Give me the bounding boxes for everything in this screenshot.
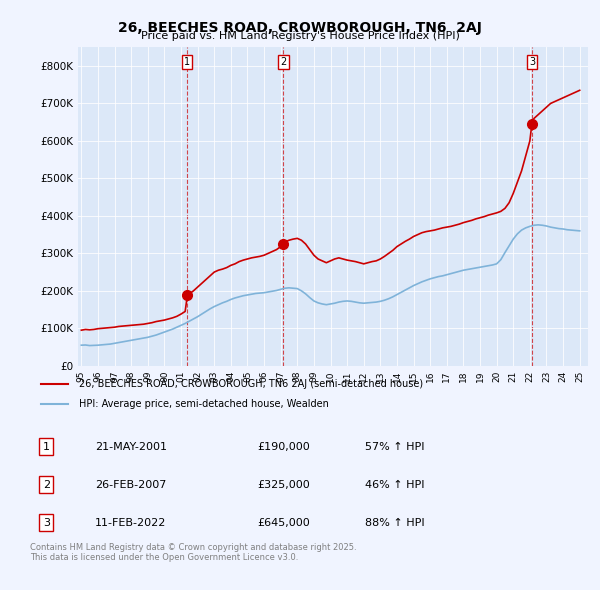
Text: 21-MAY-2001: 21-MAY-2001 <box>95 441 167 451</box>
Text: 26-FEB-2007: 26-FEB-2007 <box>95 480 166 490</box>
Text: Price paid vs. HM Land Registry's House Price Index (HPI): Price paid vs. HM Land Registry's House … <box>140 31 460 41</box>
Text: 2: 2 <box>43 480 50 490</box>
Text: 26, BEECHES ROAD, CROWBOROUGH, TN6 2AJ (semi-detached house): 26, BEECHES ROAD, CROWBOROUGH, TN6 2AJ (… <box>79 379 423 389</box>
Text: 1: 1 <box>184 57 190 67</box>
Text: £325,000: £325,000 <box>257 480 310 490</box>
Text: 3: 3 <box>529 57 535 67</box>
Text: 46% ↑ HPI: 46% ↑ HPI <box>365 480 424 490</box>
Text: Contains HM Land Registry data © Crown copyright and database right 2025.
This d: Contains HM Land Registry data © Crown c… <box>30 543 356 562</box>
Text: 88% ↑ HPI: 88% ↑ HPI <box>365 518 424 527</box>
Text: 1: 1 <box>43 441 50 451</box>
Text: HPI: Average price, semi-detached house, Wealden: HPI: Average price, semi-detached house,… <box>79 399 328 408</box>
Text: 26, BEECHES ROAD, CROWBOROUGH, TN6  2AJ: 26, BEECHES ROAD, CROWBOROUGH, TN6 2AJ <box>118 21 482 35</box>
Text: 11-FEB-2022: 11-FEB-2022 <box>95 518 166 527</box>
Text: 3: 3 <box>43 518 50 527</box>
Text: 2: 2 <box>280 57 287 67</box>
Text: £645,000: £645,000 <box>257 518 310 527</box>
Text: £190,000: £190,000 <box>257 441 310 451</box>
Text: 57% ↑ HPI: 57% ↑ HPI <box>365 441 424 451</box>
